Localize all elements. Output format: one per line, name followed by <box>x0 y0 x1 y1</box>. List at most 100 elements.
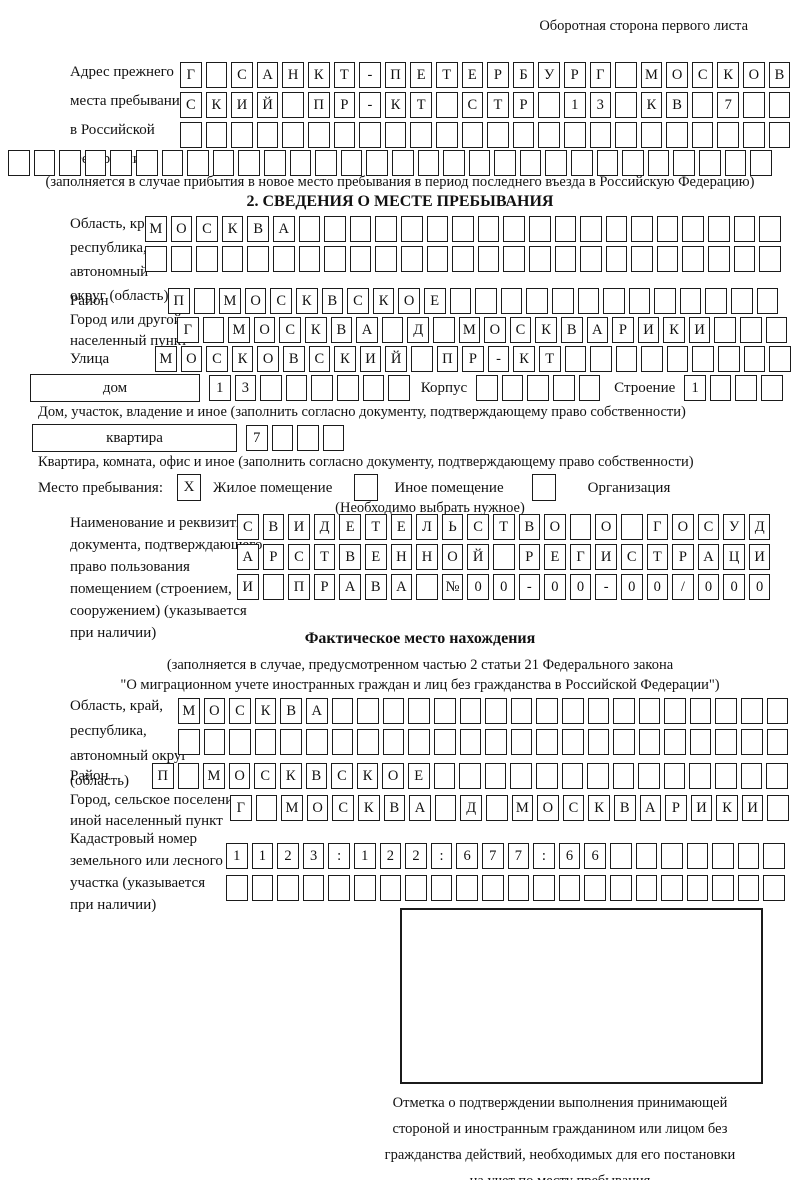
char-cell: В <box>247 216 269 242</box>
char-cell <box>743 122 765 148</box>
char-cell <box>485 698 507 724</box>
char-cell: 1 <box>226 843 248 869</box>
char-cell: С <box>308 346 331 372</box>
char-cell <box>554 216 577 242</box>
char-cell <box>635 875 658 901</box>
char-cell <box>656 216 679 242</box>
char-cell <box>561 729 584 755</box>
char-cell: С <box>347 288 369 314</box>
prev-address-note: (заполняется в случае прибытия в новое м… <box>45 174 755 190</box>
char-cell <box>750 150 772 176</box>
char-cell <box>238 150 260 176</box>
char-cell <box>612 763 635 789</box>
char-cell: 0 <box>748 574 771 600</box>
char-cell <box>170 246 193 272</box>
char-cell <box>262 574 285 600</box>
char-cell: Й <box>256 92 279 118</box>
kvartira-cells: 7 <box>246 425 345 451</box>
char-cell: Г <box>177 317 199 343</box>
char-cell: К <box>716 795 738 821</box>
char-cell <box>400 216 423 242</box>
char-cell: 0 <box>467 574 489 600</box>
stroenie-cells: 1 <box>684 375 783 401</box>
char-cell: К <box>640 92 663 118</box>
char-cell <box>331 698 354 724</box>
char-cell: С <box>196 216 218 242</box>
char-cell: П <box>307 92 330 118</box>
char-cell: П <box>152 763 174 789</box>
char-cell <box>349 216 372 242</box>
char-cell <box>435 122 458 148</box>
char-cell: К <box>279 763 302 789</box>
char-cell: В <box>383 795 406 821</box>
char-cell: К <box>663 317 685 343</box>
char-cell: 6 <box>456 843 478 869</box>
char-cell <box>285 375 308 401</box>
char-cell: Т <box>333 62 356 88</box>
residence-label: Место пребывания: <box>38 479 163 496</box>
char-cell: К <box>372 288 395 314</box>
char-cell <box>384 122 407 148</box>
char-cell: Д <box>407 317 429 343</box>
char-cell: М <box>155 346 177 372</box>
char-cell <box>452 216 474 242</box>
char-cell: С <box>331 763 353 789</box>
char-cell: Т <box>410 92 432 118</box>
char-cell: - <box>359 62 381 88</box>
char-cell: Р <box>462 346 484 372</box>
char-cell: Б <box>512 62 535 88</box>
char-cell: А <box>586 317 609 343</box>
char-cell <box>735 375 758 401</box>
char-cell <box>766 698 789 724</box>
char-cell: 3 <box>234 375 257 401</box>
char-cell <box>202 317 225 343</box>
char-cell <box>589 122 612 148</box>
char-cell <box>331 729 354 755</box>
char-cell <box>260 375 282 401</box>
char-cell: С <box>691 62 714 88</box>
char-cell: С <box>461 92 484 118</box>
char-cell: № <box>441 574 464 600</box>
char-cell: - <box>487 346 510 372</box>
char-cell <box>743 92 765 118</box>
char-cell <box>561 698 584 724</box>
char-cell <box>689 763 712 789</box>
char-cell <box>417 150 440 176</box>
char-cell: Т <box>435 62 458 88</box>
char-cell <box>359 122 381 148</box>
char-cell <box>578 375 601 401</box>
char-cell: И <box>288 514 310 540</box>
char-cell: С <box>467 514 489 540</box>
char-cell: К <box>231 346 254 372</box>
char-cell <box>686 843 709 869</box>
char-cell <box>33 150 56 176</box>
char-cell <box>733 246 756 272</box>
char-cell <box>456 875 478 901</box>
char-cell: Н <box>390 544 413 570</box>
char-cell <box>767 795 790 821</box>
char-cell <box>691 122 714 148</box>
char-cell: Р <box>563 62 586 88</box>
char-cell: Р <box>333 92 356 118</box>
char-cell: В <box>262 514 285 540</box>
char-cell: В <box>666 92 688 118</box>
char-cell: О <box>203 698 226 724</box>
kvartira-box-label: квартира <box>32 424 237 452</box>
char-cell: В <box>305 763 328 789</box>
char-cell: С <box>180 92 202 118</box>
char-cell: Ь <box>441 514 464 540</box>
char-cell <box>717 122 740 148</box>
char-cell <box>561 763 584 789</box>
char-cell: М <box>228 317 250 343</box>
char-cell: О <box>306 795 329 821</box>
char-cell: К <box>205 92 228 118</box>
char-cell: М <box>219 288 241 314</box>
raion-label: Район <box>70 293 109 309</box>
char-cell: Р <box>665 795 687 821</box>
char-cell <box>481 875 504 901</box>
